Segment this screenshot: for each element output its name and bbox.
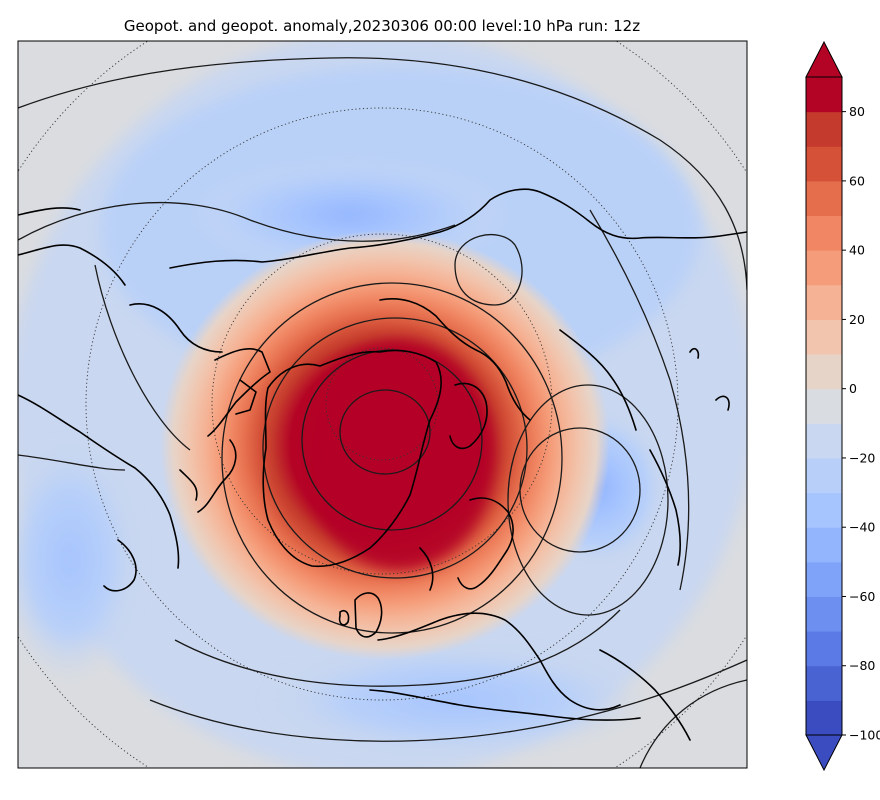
- geopotential-contour: [262, 317, 528, 579]
- latitude-circle-80: [325, 347, 439, 461]
- colorbar-segment: [806, 146, 842, 182]
- colorbar-tick-label: 0: [849, 381, 857, 396]
- colorbar-segment: [806, 180, 842, 217]
- canada-negative-anomaly: [18, 440, 140, 680]
- latitude-circle-70: [211, 233, 553, 575]
- colorbar-segment: [806, 457, 842, 494]
- colorbar-tick-label: 60: [849, 173, 865, 188]
- colorbar-segment: [806, 77, 842, 113]
- colorbar-tick-label: −60: [849, 589, 875, 604]
- colorbar-segment: [806, 250, 842, 286]
- coastline-siberia: [169, 188, 747, 269]
- geopotential-contour: [519, 427, 641, 553]
- colorbar-segment: [806, 319, 842, 355]
- geopotential-contour: [339, 389, 431, 475]
- map-panel: [18, 41, 747, 768]
- coastline-taymyr: [379, 298, 531, 421]
- chart-title: Geopot. and geopot. anomaly,20230306 00:…: [124, 17, 640, 35]
- geopotential-contour: [454, 233, 523, 306]
- latitude-circle-60: [85, 107, 679, 701]
- colorbar-tick-label: 20: [849, 312, 865, 327]
- colorbar-segment: [806, 284, 842, 320]
- colorbar-segment: [806, 388, 842, 424]
- coastline-kamchatka: [18, 207, 81, 216]
- coastline-british-isles: [338, 592, 383, 638]
- geopotential-contour: [639, 679, 747, 768]
- geopotential-contour: [589, 209, 690, 591]
- coastline-hudson-bay: [18, 394, 180, 592]
- colorbar-tick-label: −80: [849, 658, 875, 673]
- colorbar-segment: [806, 561, 842, 597]
- coastline-scandinavia: [419, 497, 514, 591]
- geopotential-contour: [221, 282, 563, 634]
- coastline-alaska: [18, 244, 223, 353]
- colorbar-segments: [806, 77, 842, 736]
- geopotential-contour: [18, 57, 747, 291]
- colorbar-segment: [806, 665, 842, 701]
- colorbar-tick-label: −40: [849, 520, 875, 535]
- coastline-novaya-zemlya: [449, 382, 488, 450]
- colorbar-segment: [806, 631, 842, 667]
- colorbar-tick-label: 80: [849, 104, 865, 119]
- atlantic-negative-anomaly: [265, 645, 645, 755]
- colorbar-tick-label: −100: [849, 728, 880, 743]
- colorbar-segment: [806, 215, 842, 251]
- colorbar-ticks: 80 60 40 20 0 −20 −40 −60 −80 −100: [842, 104, 880, 743]
- colorbar-segment: [806, 111, 842, 147]
- coastline-east-asia: [559, 329, 681, 566]
- colorbar-tick-label: −20: [849, 450, 875, 465]
- map-frame: [17, 40, 748, 769]
- geopotential-contour: [174, 609, 621, 687]
- geopotential-contour: [149, 659, 747, 742]
- geopotential-contour: [18, 454, 126, 471]
- geopotential-contour: [507, 384, 669, 616]
- arctic-positive-core: [305, 340, 495, 570]
- coastline-greenland: [262, 349, 442, 568]
- geopotential-contour: [18, 201, 456, 242]
- colorbar-segment: [806, 423, 842, 459]
- colorbar-frame: [805, 76, 843, 736]
- coastline-mediterranean: [369, 689, 641, 721]
- colorbar-segment: [806, 527, 842, 563]
- geopotential-contour: [94, 264, 191, 451]
- colorbar-extend-top: [805, 40, 843, 78]
- colorbar-segment: [806, 492, 842, 528]
- colorbar-extend-bottom: [805, 734, 843, 772]
- colorbar-segment: [806, 596, 842, 632]
- coastline-arabia: [599, 649, 691, 741]
- colorbar: 80 60 40 20 0 −20 −40 −60 −80 −100: [805, 40, 880, 772]
- coastline-canadian-archipelago: [179, 348, 271, 513]
- coastline-europe: [377, 612, 621, 711]
- coastline-japan: [689, 347, 730, 411]
- colorbar-tick-label: 40: [849, 243, 865, 258]
- colorbar-segment: [806, 354, 842, 390]
- colorbar-segment: [806, 700, 842, 736]
